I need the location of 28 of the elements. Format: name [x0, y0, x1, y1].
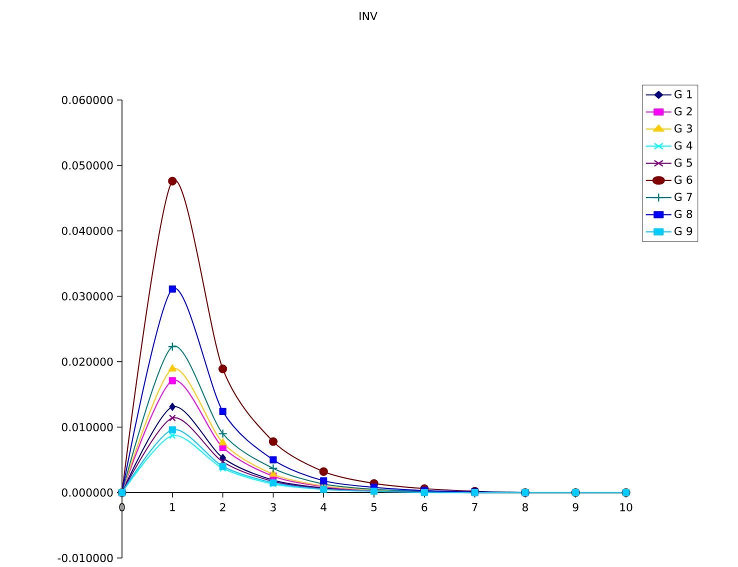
x-tick-label: 10: [620, 503, 632, 512]
legend-label: G 9: [674, 226, 692, 236]
y-tick-label: -0.010000: [58, 554, 113, 562]
y-tick-label: 0.050000: [62, 161, 113, 170]
y-tick-label: 0.040000: [62, 226, 113, 235]
x-tick-label: 9: [572, 503, 578, 512]
x-tick-label: 3: [270, 503, 276, 512]
y-tick-label: 0.060000: [62, 96, 113, 104]
legend-label: G 8: [674, 210, 692, 218]
y-tick-label: 0.020000: [62, 358, 113, 366]
x-tick-label: 8: [522, 503, 528, 512]
x-tick-label: 4: [320, 503, 326, 512]
y-tick-label: 0.010000: [62, 422, 113, 432]
legend-label: G 6: [674, 176, 692, 184]
y-tick-label: 0.000000: [62, 488, 113, 497]
legend-label: G 2: [674, 107, 692, 116]
x-tick-label: 6: [422, 503, 428, 512]
x-tick-label: 2: [220, 503, 226, 512]
legend-label: G 3: [674, 124, 692, 133]
x-tick-label: 1: [170, 503, 175, 512]
legend-label: G 4: [674, 141, 692, 150]
chart-title: INV: [360, 12, 378, 20]
x-tick-label: 7: [472, 503, 478, 512]
legend-label: G 5: [674, 158, 692, 167]
y-tick-label: 0.030000: [62, 292, 113, 300]
legend-label: G 7: [674, 192, 692, 202]
x-tick-label: 5: [371, 503, 377, 512]
legend-label: G 1: [674, 90, 692, 98]
